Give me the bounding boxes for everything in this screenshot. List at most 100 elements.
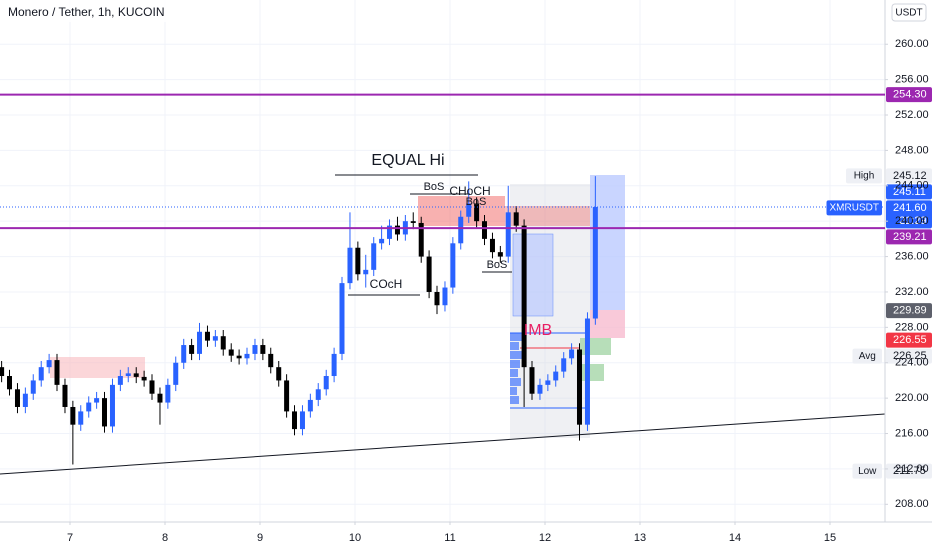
candle-body xyxy=(363,269,369,275)
price-tag xyxy=(886,332,932,348)
candle-body xyxy=(371,243,377,270)
annotation: COcH xyxy=(370,277,403,291)
candle-body xyxy=(323,376,329,390)
y-tick-label: 236.00 xyxy=(895,250,929,262)
price-tag xyxy=(886,184,932,200)
candle-body xyxy=(450,243,456,288)
x-tick-label: 15 xyxy=(824,532,836,544)
price-tag-name: Low xyxy=(858,466,877,477)
candle-body xyxy=(252,345,258,354)
candle-body xyxy=(347,247,353,284)
price-tag-name: High xyxy=(854,171,875,182)
candle-body xyxy=(30,380,36,394)
y-tick-label: 244.00 xyxy=(895,180,929,192)
candle-body xyxy=(466,203,472,217)
annotation: IMB xyxy=(524,322,552,339)
candle-body xyxy=(268,353,274,368)
candle-body xyxy=(307,399,313,412)
candle-body xyxy=(394,225,400,235)
y-tick-label: 228.00 xyxy=(895,321,929,333)
candle-body xyxy=(569,349,575,359)
price-tag-label: 239.21 xyxy=(893,231,927,243)
candle-body xyxy=(125,373,131,377)
x-tick-label: 9 xyxy=(257,532,263,544)
annotations: EQUAL Hi BoS CHoCH BoS COcH BoS IMB xyxy=(370,152,553,339)
candle-body xyxy=(315,389,321,400)
y-tick-label: 212.00 xyxy=(895,463,929,475)
x-tick-label: 8 xyxy=(162,532,168,544)
candle-body xyxy=(0,367,5,377)
candle-body xyxy=(6,376,12,390)
annotation: CHoCH xyxy=(449,184,490,198)
candle-body xyxy=(62,384,68,407)
candle-body xyxy=(355,247,361,275)
zone xyxy=(580,364,604,381)
candle-body xyxy=(220,336,226,350)
y-tick-label: 216.00 xyxy=(895,427,929,439)
y-tick-label: 256.00 xyxy=(895,74,929,86)
candle-body xyxy=(584,318,590,425)
trendline xyxy=(0,413,886,475)
countdown: 21:29 xyxy=(899,215,927,227)
title-bg xyxy=(0,0,240,22)
candle-body xyxy=(426,256,432,292)
currency[interactable]: USDT xyxy=(895,8,922,19)
price-tag-label: 241.60 xyxy=(893,202,927,214)
candle-body xyxy=(458,216,464,244)
price-tag xyxy=(886,87,932,103)
candles xyxy=(0,176,598,465)
candle-body xyxy=(513,212,519,226)
x-tick-label: 7 xyxy=(67,532,73,544)
y-tick-label: 208.00 xyxy=(895,498,929,510)
candle-body xyxy=(78,411,84,425)
currency-button[interactable] xyxy=(891,3,927,22)
zone xyxy=(512,233,554,317)
candle-body xyxy=(236,355,242,359)
candle-body xyxy=(299,411,305,430)
candle-body xyxy=(141,376,147,381)
candle-body xyxy=(86,402,92,412)
candle-body xyxy=(537,384,543,394)
price-tag-name-bg xyxy=(852,348,882,364)
y-tick-label: 260.00 xyxy=(895,38,929,50)
candle-body xyxy=(228,349,234,356)
candle-body xyxy=(22,393,28,407)
price-tag-label: 229.89 xyxy=(893,305,927,317)
price-tag-name: Avg xyxy=(859,351,876,362)
candle-body xyxy=(284,380,290,412)
price-tag-label: 245.12 xyxy=(893,170,927,182)
zone xyxy=(505,206,590,226)
price-tag xyxy=(886,348,932,364)
candle-body xyxy=(181,345,187,363)
candle-body xyxy=(109,384,115,427)
candle-body xyxy=(576,349,582,425)
zone xyxy=(50,357,145,378)
candle-body xyxy=(173,362,179,385)
price-tag-label: 245.11 xyxy=(893,186,926,198)
candle-body xyxy=(165,384,171,403)
candle-body xyxy=(157,393,163,403)
candle-body xyxy=(133,373,139,377)
chart-title: Monero / Tether, 1h, KUCOIN xyxy=(8,5,165,19)
price-tag-name-bg xyxy=(826,200,882,216)
candle-body xyxy=(497,252,503,257)
price-tag xyxy=(886,168,932,184)
x-tick-label: 14 xyxy=(729,532,741,544)
price-tag-name: XMRUSDT xyxy=(830,203,879,214)
annotation: BoS xyxy=(487,259,508,271)
candle-body xyxy=(38,367,44,381)
y-tick-label: 224.00 xyxy=(895,357,929,369)
y-tick-label: 248.00 xyxy=(895,144,929,156)
price-tag xyxy=(886,200,932,229)
grid xyxy=(0,0,885,522)
price-tag xyxy=(886,229,932,245)
candle-body xyxy=(204,331,210,341)
candle-body xyxy=(418,222,424,257)
candle-body xyxy=(46,360,52,368)
price-tag-label: 226.55 xyxy=(893,334,927,346)
candle-body xyxy=(244,353,250,359)
y-tick-label: 252.00 xyxy=(895,109,929,121)
candle-body xyxy=(331,353,337,377)
